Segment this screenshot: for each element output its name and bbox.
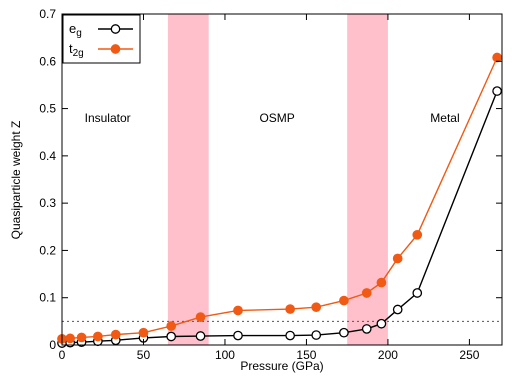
x-tick-label: 100 bbox=[215, 348, 235, 362]
x-tick-label: 0 bbox=[59, 348, 66, 362]
series-line-t2g bbox=[61, 57, 498, 340]
y-tick-label: 0.4 bbox=[39, 149, 56, 163]
data-point-eg bbox=[339, 327, 349, 338]
data-point-t2g bbox=[166, 321, 177, 331]
data-point-eg bbox=[285, 330, 295, 341]
data-point-t2g bbox=[361, 288, 372, 298]
region-label-metal: Metal bbox=[430, 111, 459, 125]
data-point-eg bbox=[233, 330, 243, 341]
data-point-t2g bbox=[65, 333, 75, 344]
data-point-eg bbox=[412, 288, 423, 298]
x-tick-label: 200 bbox=[378, 348, 398, 362]
y-tick-label: 0.6 bbox=[39, 54, 56, 68]
data-point-t2g bbox=[195, 312, 206, 322]
data-point-eg bbox=[492, 86, 502, 96]
legend-label-eg: eg bbox=[69, 21, 82, 39]
y-tick-label: 0.5 bbox=[39, 102, 56, 116]
data-point-eg bbox=[195, 331, 206, 341]
y-tick-label: 0.2 bbox=[39, 243, 56, 257]
series-line-eg bbox=[61, 90, 498, 344]
data-point-t2g bbox=[76, 332, 87, 343]
shaded-region-1 bbox=[167, 14, 209, 345]
legend-marker-t2g bbox=[110, 44, 121, 54]
legend-box bbox=[62, 14, 141, 64]
legend-marker-eg bbox=[110, 24, 121, 34]
data-point-t2g bbox=[311, 302, 322, 313]
data-point-eg bbox=[376, 318, 387, 329]
x-tick-label: 50 bbox=[137, 348, 151, 362]
data-point-t2g bbox=[339, 295, 349, 306]
y-tick-label: 0.3 bbox=[39, 196, 56, 210]
data-point-t2g bbox=[233, 305, 243, 316]
data-point-t2g bbox=[392, 253, 403, 264]
y-tick-label: 0.7 bbox=[39, 7, 56, 21]
data-point-eg bbox=[361, 324, 372, 334]
data-point-t2g bbox=[376, 277, 387, 288]
data-point-t2g bbox=[285, 304, 295, 314]
y-tick-label: 0 bbox=[49, 338, 56, 352]
data-point-t2g bbox=[492, 52, 502, 63]
x-tick-label: 250 bbox=[459, 348, 479, 362]
legend-label-t2g: t2g bbox=[69, 41, 84, 59]
plot-frame bbox=[61, 13, 503, 346]
data-point-t2g bbox=[110, 329, 121, 340]
data-point-eg bbox=[392, 304, 403, 315]
data-point-t2g bbox=[412, 229, 423, 240]
region-label-osmp: OSMP bbox=[259, 111, 294, 125]
x-tick-label: 150 bbox=[296, 348, 316, 362]
y-axis-title: Quasiparticle weight Z bbox=[9, 121, 23, 240]
y-tick-label: 0.1 bbox=[39, 291, 56, 305]
region-label-insulator: Insulator bbox=[85, 111, 131, 125]
x-axis-title: Pressure (GPa) bbox=[240, 359, 323, 373]
data-point-t2g bbox=[93, 331, 103, 342]
data-point-eg bbox=[311, 330, 322, 340]
data-point-eg bbox=[166, 331, 177, 342]
data-point-t2g bbox=[138, 327, 149, 338]
